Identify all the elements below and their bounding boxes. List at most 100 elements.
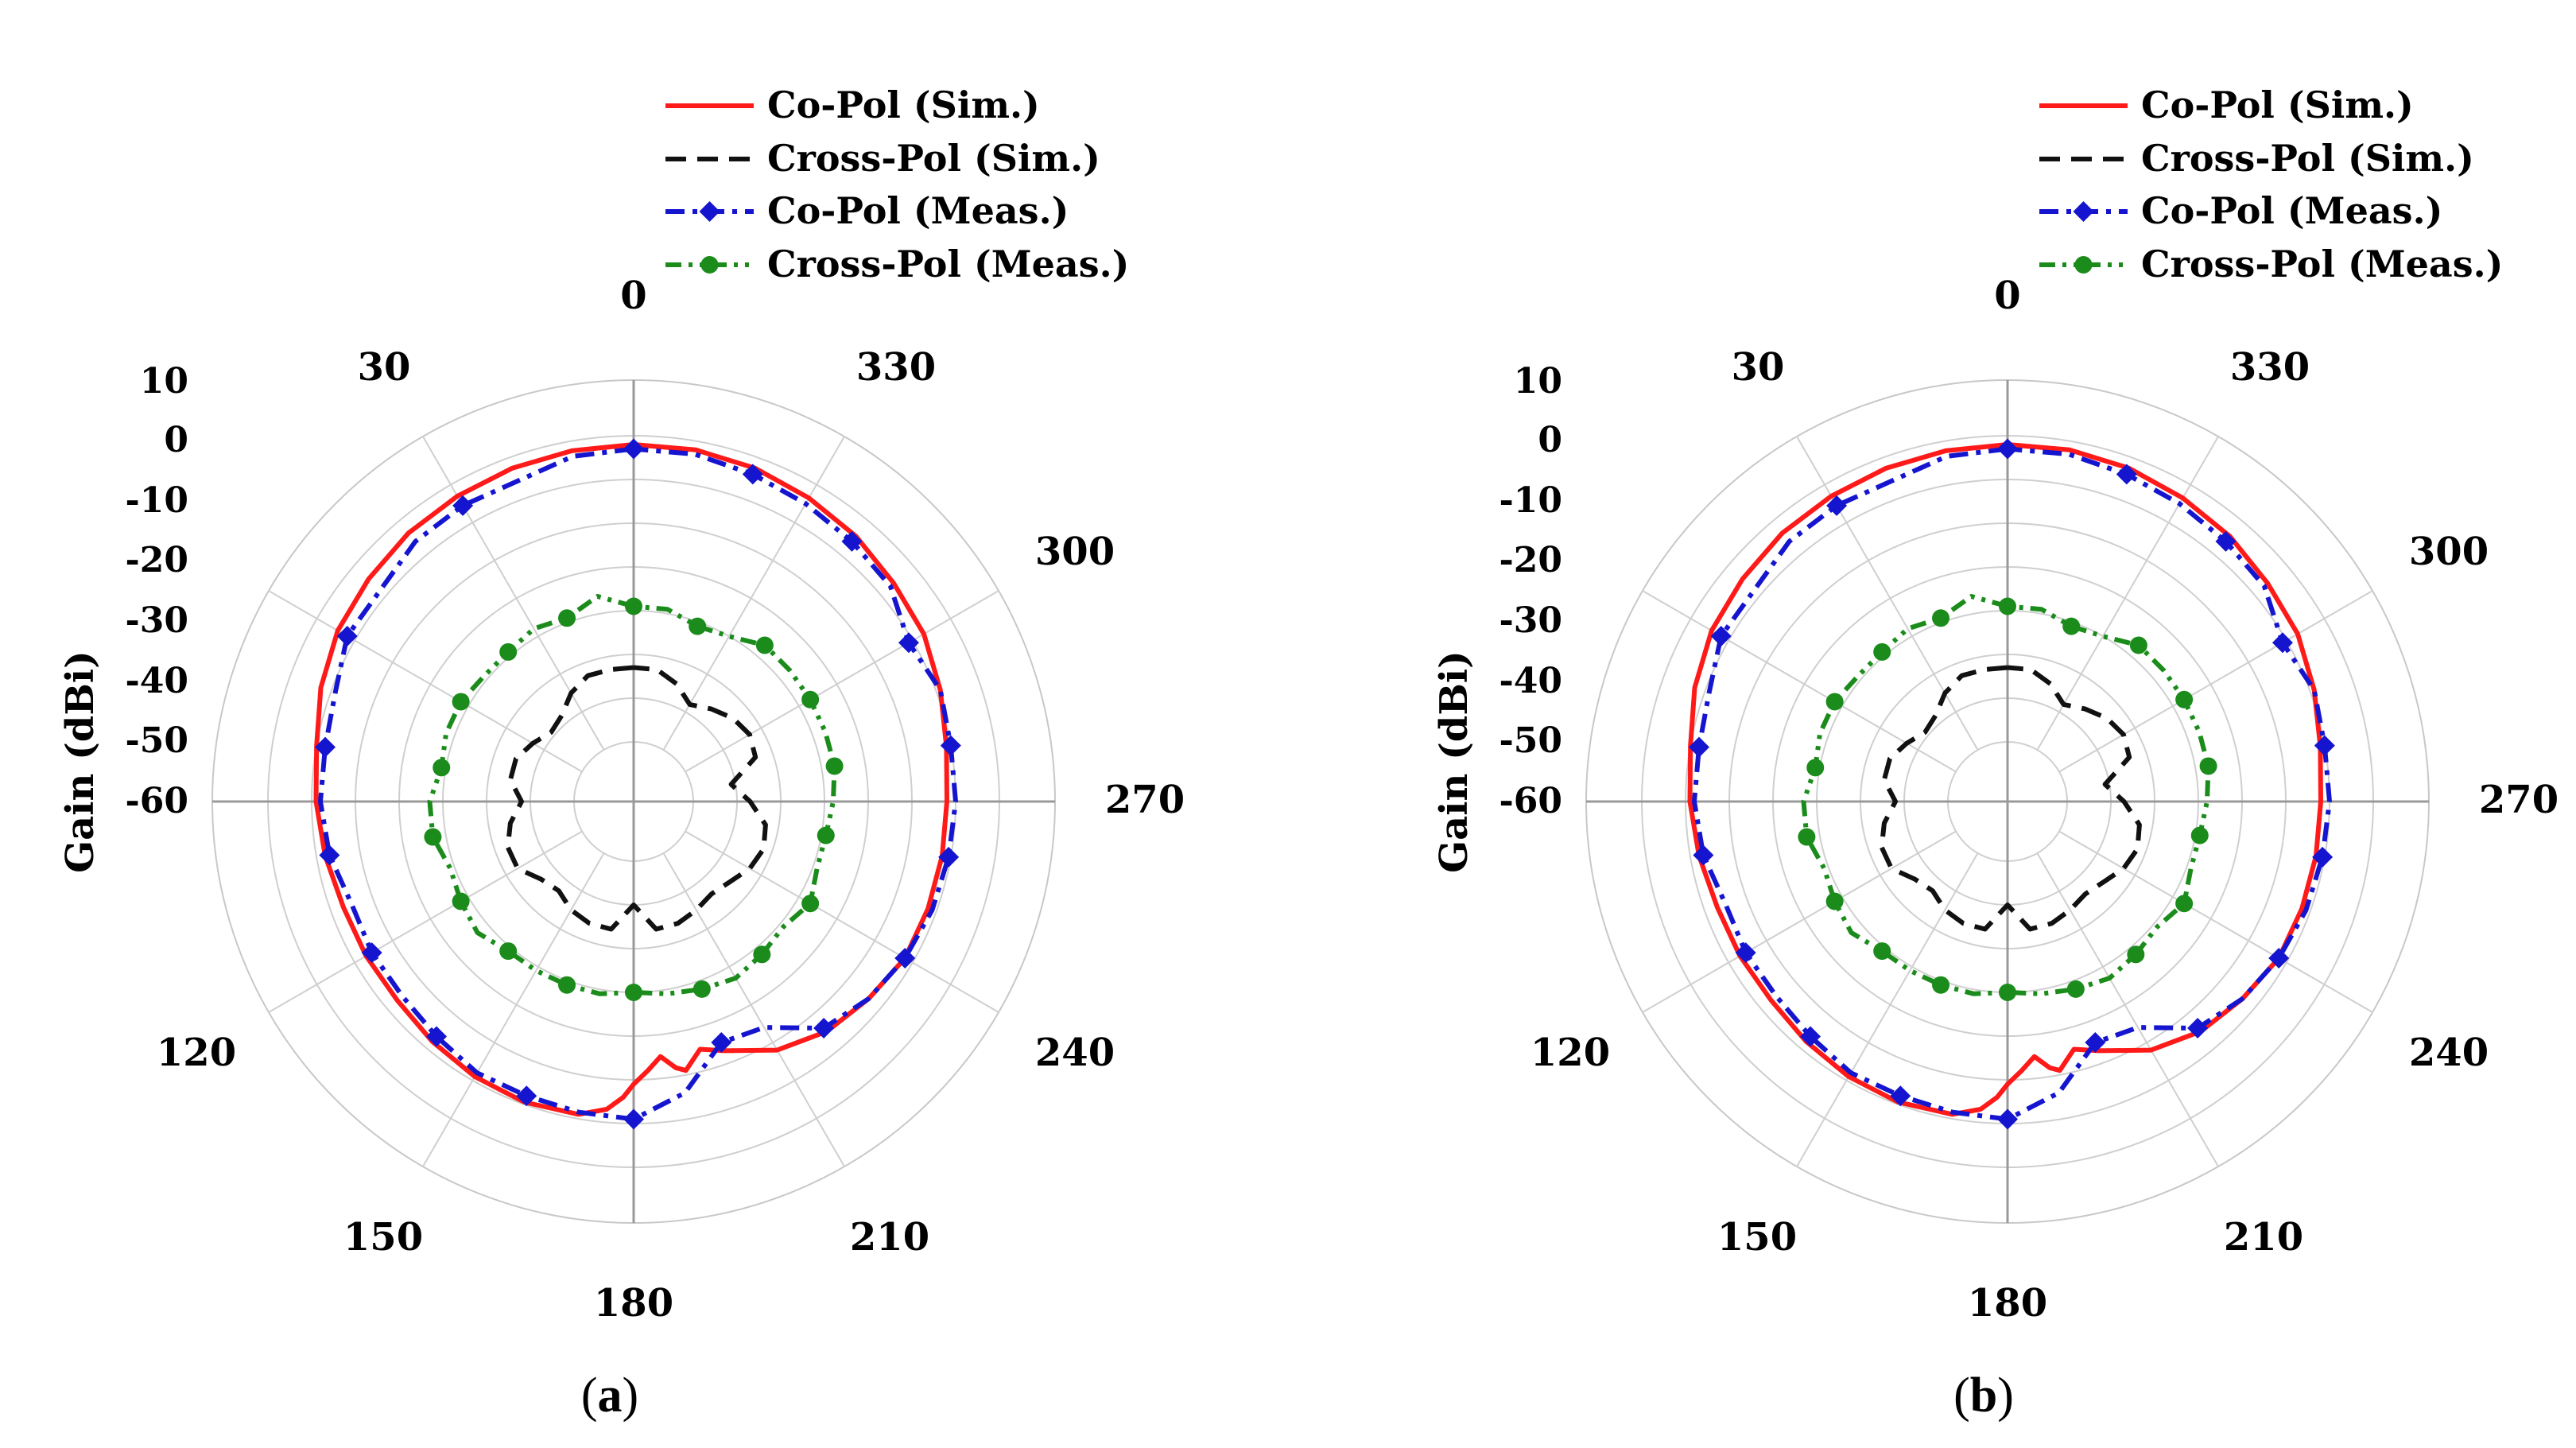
grid-spoke [2036, 852, 2219, 1167]
angle-label-240: 240 [1035, 1031, 1115, 1075]
legend-marker [699, 201, 720, 222]
data-point [938, 846, 960, 868]
data-point [2187, 1017, 2209, 1038]
grid-spoke [1796, 436, 1979, 751]
data-point [1798, 828, 1816, 846]
data-point [424, 828, 442, 846]
legend-label: Cross-Pol (Meas.) [767, 243, 1129, 285]
data-point [898, 632, 919, 654]
data-point [1999, 984, 2016, 1001]
grid-spoke [2058, 830, 2373, 1013]
legend: Co-Pol (Sim.) Cross-Pol (Sim.) Co-Pol (Mea… [665, 83, 1129, 285]
data-point [625, 597, 642, 615]
legend-label: Cross-Pol (Meas.) [2141, 243, 2503, 285]
data-point [742, 464, 763, 485]
data-point [558, 609, 576, 627]
data-point [452, 892, 470, 910]
r-tick-label: -60 [1499, 781, 1563, 821]
polar-panel-b: 10 0 -10 -20 -30 -40 -50 -60 Gain (dBi) 0 30 300 330… [1432, 83, 2559, 1423]
series-line [427, 594, 837, 996]
data-point [1825, 693, 1844, 711]
data-point [841, 530, 863, 552]
caption-letter: a [598, 1368, 623, 1423]
panel-caption: (a) [581, 1368, 638, 1423]
data-point [2127, 945, 2145, 964]
grid-spoke [2058, 590, 2373, 773]
angle-label-30: 30 [358, 345, 411, 390]
data-point [2268, 948, 2290, 969]
data-point [801, 690, 820, 708]
data-point [2175, 895, 2194, 913]
r-tick-label: -40 [126, 661, 189, 701]
r-tick-label: -50 [126, 720, 189, 761]
data-point [940, 735, 961, 756]
data-point [2062, 617, 2081, 635]
data-point [2199, 757, 2217, 775]
grid-spoke [422, 436, 605, 751]
angle-label-330: 330 [856, 345, 936, 390]
data-point [1932, 609, 1950, 627]
legend-marker [700, 256, 719, 274]
y-axis-label: Gain (dBi) [58, 650, 103, 873]
grid-spoke [662, 436, 845, 751]
angle-label-180: 180 [1968, 1281, 2047, 1326]
data-point [2085, 1032, 2106, 1054]
grid-spoke [685, 830, 999, 1013]
series-line [1879, 665, 2142, 932]
data-point [319, 844, 340, 866]
y-axis-label: Gain (dBi) [1432, 650, 1476, 873]
data-point [2175, 690, 2194, 708]
series-cross-pol-meas [424, 594, 844, 1001]
data-point [426, 1026, 448, 1047]
data-point [361, 942, 382, 964]
r-tick-label: 0 [164, 420, 188, 460]
data-point [1997, 1108, 2018, 1130]
data-point [894, 948, 916, 969]
angle-label-270: 270 [1105, 778, 1185, 822]
series-line [1801, 594, 2211, 996]
data-point [452, 693, 470, 711]
legend-marker [2073, 201, 2094, 222]
series-line [313, 442, 949, 1117]
data-point [1693, 844, 1714, 866]
data-point [499, 642, 518, 661]
r-tick-label: 0 [1538, 420, 1562, 460]
data-point [2312, 846, 2334, 868]
series-line [1692, 446, 2332, 1122]
data-point [1806, 759, 1825, 777]
angle-label-120: 120 [1530, 1031, 1610, 1075]
angle-label-300: 300 [1035, 530, 1115, 574]
r-tick-label: -20 [1499, 540, 1563, 580]
grid-spoke [1796, 852, 1979, 1167]
r-tick-label: 10 [140, 361, 188, 402]
r-tick-label: 10 [1514, 361, 1562, 402]
data-point [2066, 980, 2085, 998]
data-point [1800, 1026, 1821, 1047]
data-point [1826, 495, 1848, 516]
angle-label-0: 0 [620, 274, 646, 318]
legend-label: Co-Pol (Sim.) [767, 83, 1040, 126]
panel-caption: (b) [1953, 1368, 2014, 1423]
data-point [336, 626, 358, 646]
r-tick-label: -60 [126, 781, 189, 821]
data-point [2190, 826, 2209, 844]
polar-grid [211, 379, 1056, 1224]
series-line [505, 665, 768, 932]
data-point [314, 736, 336, 758]
legend: Co-Pol (Sim.) Cross-Pol (Sim.) Co-Pol (Mea… [2039, 83, 2503, 285]
data-point [1735, 942, 1756, 964]
grid-spoke [1642, 590, 1957, 773]
data-point [2314, 735, 2335, 756]
data-point [1825, 892, 1844, 910]
angle-label-120: 120 [157, 1031, 236, 1075]
legend-label: Co-Pol (Sim.) [2141, 83, 2414, 126]
data-point [817, 826, 835, 844]
data-point [625, 984, 642, 1001]
legend-label: Co-Pol (Meas.) [767, 189, 1069, 232]
data-point [1999, 597, 2016, 615]
angle-label-150: 150 [343, 1215, 423, 1260]
legend-marker [2074, 256, 2093, 274]
grid-spoke [268, 590, 583, 773]
legend-label: Cross-Pol (Sim.) [767, 137, 1100, 180]
grid-spoke [268, 830, 583, 1013]
